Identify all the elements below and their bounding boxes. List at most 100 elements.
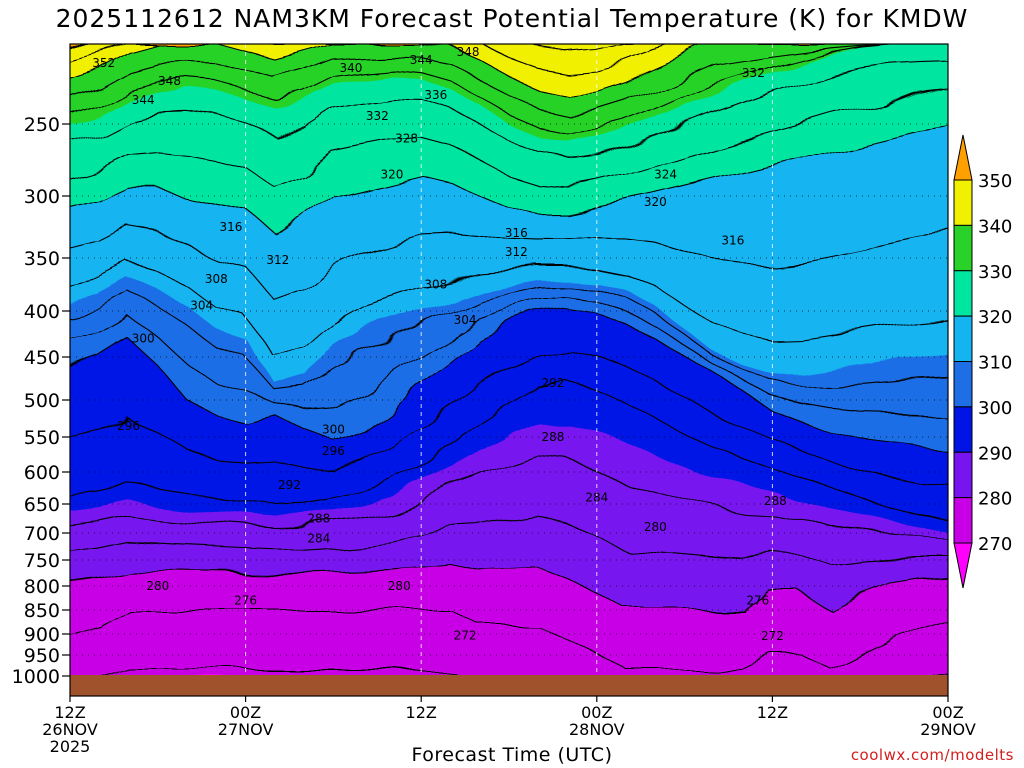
- contour-316: [70, 226, 948, 302]
- contour-label: 344: [132, 93, 155, 107]
- contour-label: 332: [366, 109, 389, 123]
- grid-lines: [70, 44, 948, 696]
- contour-label: 288: [307, 512, 330, 526]
- y-tick-label: 800: [24, 576, 60, 598]
- y-tick-label: 550: [24, 427, 60, 449]
- source-credit: coolwx.com/modelts: [850, 746, 1014, 764]
- contour-label: 324: [654, 167, 677, 181]
- x-tick-label: 12Z: [406, 703, 437, 722]
- contour-312: [70, 262, 948, 358]
- x-tick-label: 28NOV: [569, 720, 625, 739]
- y-tick-label: 400: [24, 301, 60, 323]
- contour-label: 304: [190, 299, 213, 313]
- contour-label: 280: [146, 579, 169, 593]
- contour-label: 296: [322, 444, 345, 458]
- x-tick-label: 12Z: [54, 703, 85, 722]
- contour-label: 292: [541, 376, 564, 390]
- contour-324: [70, 93, 948, 189]
- colorbar-label: 320: [978, 307, 1012, 328]
- contour-label: 272: [761, 629, 784, 643]
- y-tick-label: 950: [24, 645, 60, 667]
- colorbar-segment: [953, 361, 973, 408]
- y-axis: 2503003504004505005506006507007508008509…: [12, 114, 70, 688]
- contour-label: 300: [322, 423, 345, 437]
- x-tick-label: 00Z: [932, 703, 963, 722]
- contour-label: 344: [410, 53, 433, 67]
- contour-label: 320: [380, 167, 403, 181]
- contour-288: [70, 456, 948, 540]
- colorbar: 270 280 290 300 310 320 330 340 350: [953, 134, 1012, 589]
- contour-label: 300: [132, 332, 155, 346]
- y-tick-label: 350: [24, 248, 60, 270]
- contour-300: [70, 310, 948, 451]
- y-tick-label: 900: [24, 624, 60, 646]
- contour-label: 284: [585, 491, 608, 505]
- colorbar-segment: [953, 451, 973, 499]
- x-tick-label: 27NOV: [218, 720, 274, 739]
- colorbar-top-arrow: [953, 134, 973, 181]
- contour-label: 308: [205, 272, 228, 286]
- theta-color-bands: [50, 24, 968, 696]
- contour-label: 276: [234, 593, 257, 607]
- x-tick-label: 26NOV: [42, 720, 98, 739]
- contour-label: 316: [721, 234, 744, 248]
- x-tick-label: 00Z: [581, 703, 612, 722]
- contour-label: 312: [266, 253, 289, 267]
- contour-label: 308: [424, 278, 447, 292]
- contour-label: 348: [158, 74, 181, 88]
- contour-340: [70, 44, 948, 96]
- y-tick-label: 500: [24, 390, 60, 412]
- contour-label: 332: [742, 66, 765, 80]
- contour-276: [70, 609, 948, 670]
- colorbar-segment: [953, 179, 973, 226]
- contour-336: [70, 44, 948, 115]
- colorbar-label: 300: [978, 398, 1012, 419]
- contour-344: [70, 44, 948, 75]
- contour-label: 340: [340, 61, 363, 75]
- contour-320: [70, 126, 948, 234]
- colorbar-segment: [953, 406, 973, 453]
- colorbar-label: 340: [978, 216, 1012, 237]
- contour-label: 328: [395, 131, 418, 145]
- colorbar-label: 290: [978, 443, 1012, 464]
- contour-292: [70, 382, 948, 520]
- contour-label: 280: [388, 579, 411, 593]
- colorbar-label: 270: [978, 534, 1012, 555]
- chart-title: 2025112612 NAM3KM Forecast Potential Tem…: [55, 4, 969, 33]
- contour-label: 280: [644, 520, 667, 534]
- band-above-340: [70, 44, 948, 96]
- contour-label: 316: [505, 226, 528, 240]
- x-tick-label: 12Z: [757, 703, 788, 722]
- colorbar-bottom-arrow: [953, 542, 973, 589]
- x-tick-label: 00Z: [230, 703, 261, 722]
- colorbar-label: 350: [978, 171, 1012, 192]
- contour-label: 336: [424, 88, 447, 102]
- contour-label: 288: [541, 430, 564, 444]
- contour-304: [70, 297, 948, 416]
- contour-280: [70, 563, 948, 611]
- colorbar-label: 310: [978, 353, 1012, 374]
- plot-frame: [69, 43, 949, 697]
- y-tick-label: 700: [24, 523, 60, 545]
- contour-284: [70, 516, 948, 565]
- contour-328: [70, 60, 948, 158]
- contour-296: [70, 347, 948, 487]
- y-tick-label: 850: [24, 600, 60, 622]
- y-tick-label: 750: [24, 550, 60, 572]
- band-above-350: [50, 24, 968, 44]
- y-tick-label: 650: [24, 494, 60, 516]
- x-tick-label: 29NOV: [920, 720, 976, 739]
- colorbar-segment: [953, 497, 973, 544]
- x-axis-title: Forecast Time (UTC): [411, 744, 613, 766]
- y-tick-label: 450: [24, 347, 60, 369]
- colorbar-label: 280: [978, 489, 1012, 510]
- colorbar-label: 330: [978, 262, 1012, 283]
- colorbar-segment: [953, 224, 973, 272]
- contour-332: [70, 44, 948, 134]
- contour-label: 316: [220, 220, 243, 234]
- contour-label: 320: [644, 195, 667, 209]
- y-tick-label: 600: [24, 462, 60, 484]
- contour-label: 304: [454, 313, 477, 327]
